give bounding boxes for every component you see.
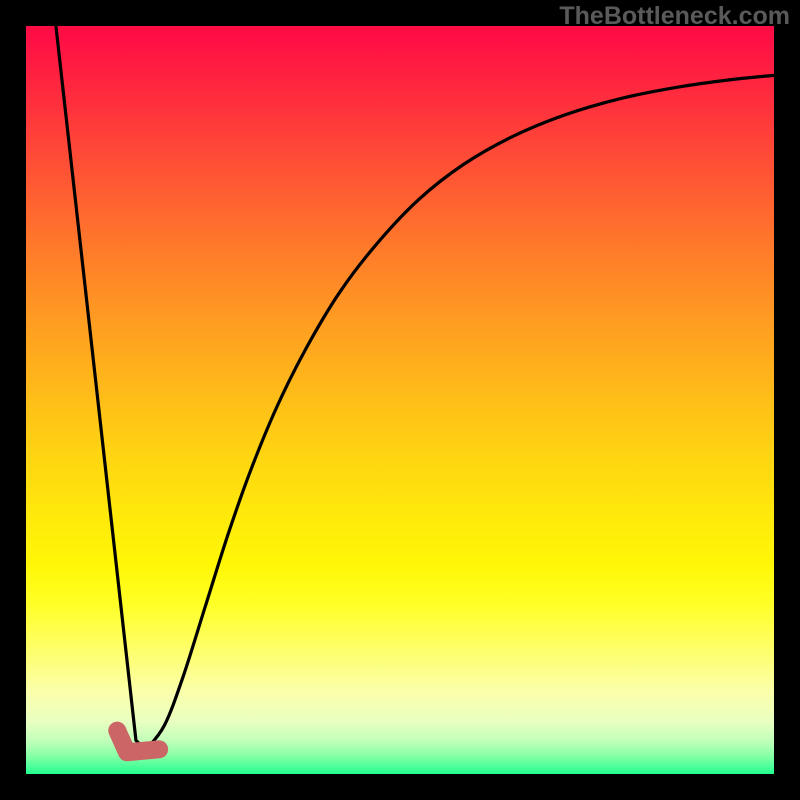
chart-frame: TheBottleneck.com bbox=[0, 0, 800, 800]
curves-svg bbox=[26, 26, 774, 774]
bottleneck-curve bbox=[56, 26, 774, 750]
plot-area bbox=[26, 26, 774, 774]
watermark-text: TheBottleneck.com bbox=[559, 2, 790, 31]
